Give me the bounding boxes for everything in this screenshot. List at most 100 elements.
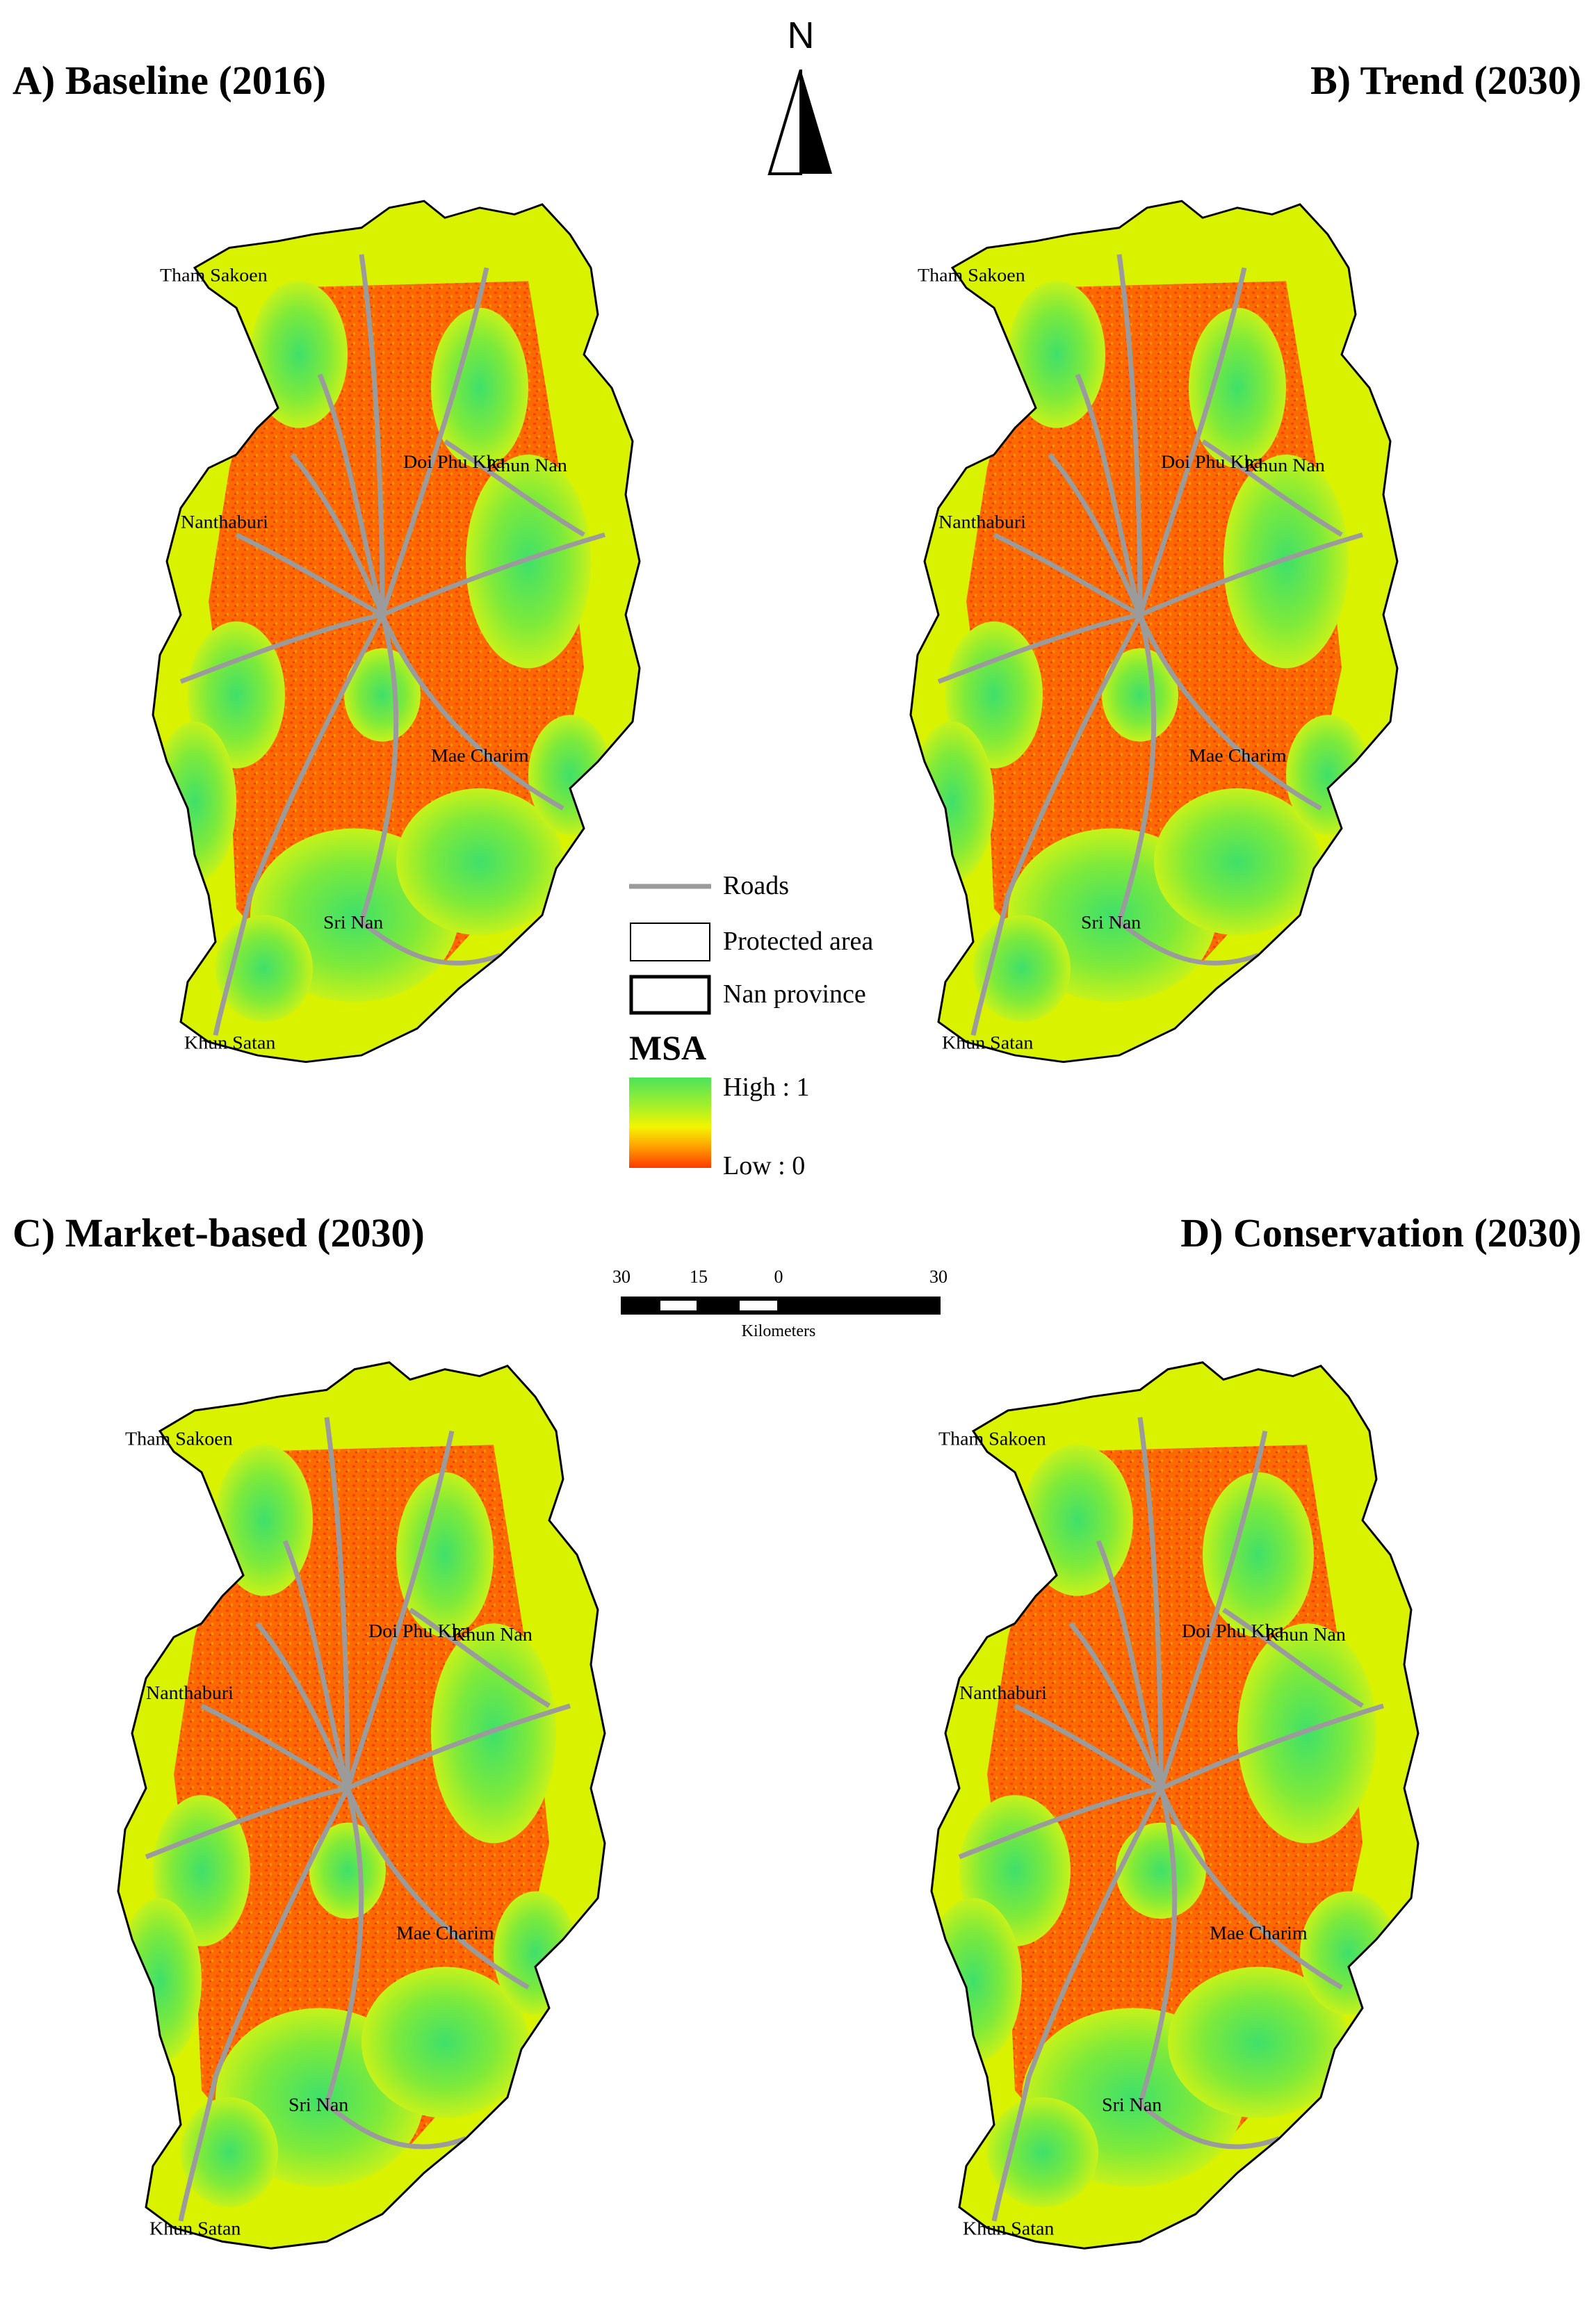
msa-high-patch	[396, 788, 563, 936]
road-line	[1137, 614, 1322, 811]
place-label: Khun Nan	[1244, 455, 1325, 475]
msa-high-patch	[1102, 648, 1178, 742]
place-label: Sri Nan	[1081, 912, 1141, 932]
msa-high-patch	[1203, 1472, 1314, 1637]
road-line	[346, 1703, 571, 1791]
place-label: Sri Nan	[323, 912, 384, 932]
msa-high-patch	[344, 648, 421, 742]
road-line	[1048, 453, 1143, 616]
panel-title-market-based: C) Market-based (2030)	[13, 1210, 425, 1256]
road-line	[359, 920, 502, 966]
road-line	[345, 1787, 530, 1990]
msa-high-patch	[1022, 1445, 1133, 1596]
road-line	[380, 614, 564, 811]
road-line	[1026, 1787, 1164, 2078]
msa-high-patch	[215, 1445, 313, 1596]
place-label: Tham Sakoen	[125, 1428, 233, 1449]
road-line	[444, 439, 585, 537]
legend-msa-title: MSA	[629, 1028, 707, 1067]
legend-roads-label: Roads	[723, 871, 789, 900]
north-arrow: N	[766, 14, 836, 181]
road-line	[1068, 1622, 1164, 1789]
road-line	[213, 894, 253, 1036]
place-label: Khun Nan	[1265, 1624, 1346, 1646]
north-label: N	[787, 15, 815, 56]
road-line	[235, 533, 384, 617]
province-box-icon	[629, 975, 711, 1015]
road-line	[958, 1785, 1162, 1860]
road-line	[409, 1607, 551, 1708]
province-boundary	[909, 200, 1399, 1064]
road-line	[1117, 920, 1260, 966]
north-arrow-icon	[767, 70, 832, 175]
scale-tick-30-left: 30	[612, 1267, 631, 1287]
msa-high-patch	[309, 1822, 386, 1919]
map-panel-conservation: Tham Sakoen Doi Phu Kha Khun Nan Nanthaburi…	[890, 1321, 1515, 2311]
road-line	[380, 267, 489, 616]
place-label: Mae Charim	[1189, 745, 1287, 765]
scale-bar: 30 15 0 30 Kilometers	[612, 1267, 948, 1343]
msa-high-patch	[1286, 715, 1369, 836]
road-line	[991, 2076, 1032, 2222]
scale-tick-15: 15	[690, 1267, 708, 1287]
place-label: Nanthaburi	[146, 1682, 234, 1704]
place-label: Tham Sakoen	[160, 265, 268, 285]
road-line	[290, 453, 385, 616]
road-line	[324, 1417, 350, 1789]
road-line	[1201, 439, 1343, 537]
place-label: Khun Satan	[942, 1032, 1034, 1053]
msa-high-patch	[1300, 1891, 1397, 2015]
road-line	[345, 1430, 455, 1789]
road-line	[1005, 613, 1143, 896]
road-line	[200, 1703, 349, 1791]
place-label: Tham Sakoen	[918, 265, 1025, 285]
road-line	[255, 1622, 350, 1789]
place-label: Doi Phu Kha	[368, 1620, 470, 1642]
msa-high-patch	[1189, 307, 1286, 469]
panel-title-trend: B) Trend (2030)	[1310, 58, 1581, 103]
map-legend: Roads Protected area Nan province MSA Hi…	[629, 869, 921, 1182]
road-line	[381, 532, 606, 617]
panel-title-conservation: D) Conservation (2030)	[1180, 1210, 1581, 1256]
panel-title-baseline: A) Baseline (2016)	[13, 58, 327, 103]
scale-tick-0: 0	[774, 1267, 783, 1287]
place-label: Sri Nan	[1102, 2095, 1162, 2116]
legend-high-label: High : 1	[723, 1073, 810, 1102]
place-label: Doi Phu Kha	[403, 452, 505, 472]
road-line	[179, 612, 383, 684]
msa-high-patch	[1008, 281, 1105, 428]
scale-unit-label: Kilometers	[741, 1322, 816, 1340]
protected-area-box-icon	[630, 923, 710, 961]
msa-high-patch	[431, 307, 528, 469]
province-boundary	[930, 1361, 1420, 2250]
road-line	[359, 254, 385, 615]
province-boundary	[152, 200, 641, 1064]
road-line	[970, 894, 1011, 1036]
legend-protected-area-label: Protected area	[723, 927, 874, 956]
road-line	[1222, 1607, 1364, 1708]
road-line	[1116, 254, 1143, 615]
road-line	[1158, 1430, 1268, 1789]
place-label: Mae Charim	[396, 1923, 494, 1944]
province-boundary	[117, 1361, 606, 2250]
legend-protected-area: Protected area	[629, 922, 921, 964]
place-label: Doi Phu Kha	[1182, 1620, 1283, 1642]
place-label: Khun Nan	[452, 1624, 532, 1646]
road-line	[145, 1785, 348, 1860]
msa-high-patch	[1168, 1967, 1349, 2118]
msa-high-patch	[361, 1967, 528, 2118]
road-line	[1160, 1703, 1385, 1791]
msa-color-ramp	[629, 1078, 711, 1168]
road-line	[1139, 532, 1364, 617]
road-line	[247, 613, 385, 896]
road-line	[1158, 1787, 1343, 1990]
place-label: Khun Nan	[487, 455, 567, 475]
msa-high-patch	[987, 2097, 1098, 2207]
legend-low-label: Low : 0	[723, 1151, 806, 1180]
place-label: Mae Charim	[431, 745, 529, 765]
road-line	[213, 1787, 350, 2078]
